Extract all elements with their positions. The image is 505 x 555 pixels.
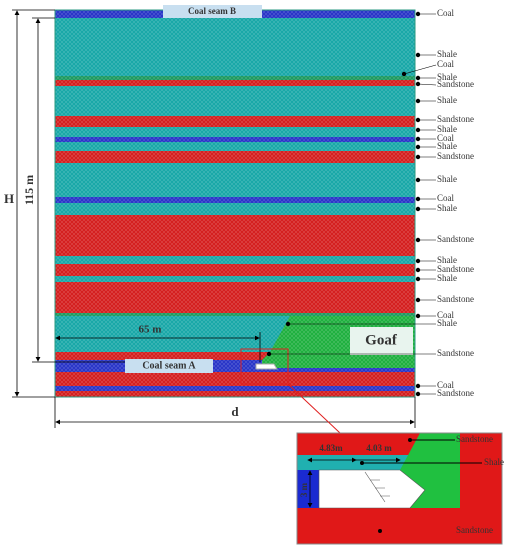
stratum-label: Shale: [437, 141, 457, 151]
label-dot: [415, 136, 421, 142]
inset-label: Sandstone: [456, 525, 493, 535]
label-dot: [415, 383, 421, 389]
inset-dimension: 4.83m: [319, 443, 343, 453]
label-dot: [415, 313, 421, 319]
inset-dimension: 3 m: [299, 482, 309, 497]
seam-label: Coal seam B: [188, 6, 236, 16]
goaf-label: Goaf: [365, 332, 398, 348]
stratum-label: Shale: [437, 49, 457, 59]
label-dot: [415, 52, 421, 58]
seam-label-box: [125, 359, 213, 373]
label-dot: [415, 75, 421, 81]
stratum-label: Coal: [437, 8, 454, 18]
label-dot: [415, 206, 421, 212]
inset-label: Sandstone: [456, 434, 493, 444]
stratum-label: Coal: [437, 310, 454, 320]
leader-line: [403, 64, 437, 75]
label-dot: [415, 117, 421, 123]
label-dot: [415, 154, 421, 160]
label-dot: [401, 71, 407, 77]
leader-line: [417, 83, 437, 86]
stratum-label: Sandstone: [437, 234, 474, 244]
label-dot: [266, 351, 272, 357]
inset: [296, 432, 503, 545]
stratum-label: Coal: [437, 133, 454, 143]
label-dot: [415, 258, 421, 264]
label-dot: [415, 127, 421, 133]
stratum-label: Shale: [437, 72, 457, 82]
inset-dimension: 4.03 m: [366, 443, 392, 453]
stratum-label: Sandstone: [437, 114, 474, 124]
stratum-label: Shale: [437, 255, 457, 265]
dimension-lines: [12, 9, 416, 428]
stratum-label: Coal: [437, 193, 454, 203]
stratum-label: Sandstone: [437, 294, 474, 304]
inset-label: Shale: [484, 457, 504, 467]
zoom-box: [240, 348, 289, 385]
seam-label: Coal seam A: [142, 360, 196, 371]
stratum-label: Shale: [437, 174, 457, 184]
dimension-label: H: [4, 191, 14, 206]
stratum-label: Coal: [437, 59, 454, 69]
seam-label-box: [163, 5, 262, 18]
label-dot: [415, 11, 421, 17]
dimension-label: 115 m: [22, 175, 36, 205]
zoom-connector: [287, 383, 341, 434]
label-dot: [415, 267, 421, 273]
dimension-label: d: [231, 404, 239, 419]
label-dot: [415, 196, 421, 202]
label-dot: [415, 177, 421, 183]
stratum-label: Shale: [437, 273, 457, 283]
label-dot: [415, 276, 421, 282]
label-dot: [415, 237, 421, 243]
stratum-label: Sandstone: [437, 348, 474, 358]
label-dot: [285, 321, 291, 327]
stratum-label: Shale: [437, 95, 457, 105]
dimension-label: 65 m: [139, 324, 162, 336]
goaf-label-box: [350, 327, 413, 355]
label-dot: [415, 391, 421, 397]
label-dot: [415, 297, 421, 303]
label-dot: [415, 98, 421, 104]
stratum-label: Sandstone: [437, 388, 474, 398]
stratum-label: Shale: [437, 318, 457, 328]
stratum-label: Shale: [437, 124, 457, 134]
label-dot: [415, 81, 421, 87]
stratum-label: Coal: [437, 380, 454, 390]
stratum-label: Sandstone: [437, 151, 474, 161]
stratum-label: Sandstone: [437, 264, 474, 274]
stratum-label: Shale: [437, 203, 457, 213]
stratum-label: Sandstone: [437, 79, 474, 89]
label-dot: [415, 144, 421, 150]
roadway: [255, 363, 278, 370]
